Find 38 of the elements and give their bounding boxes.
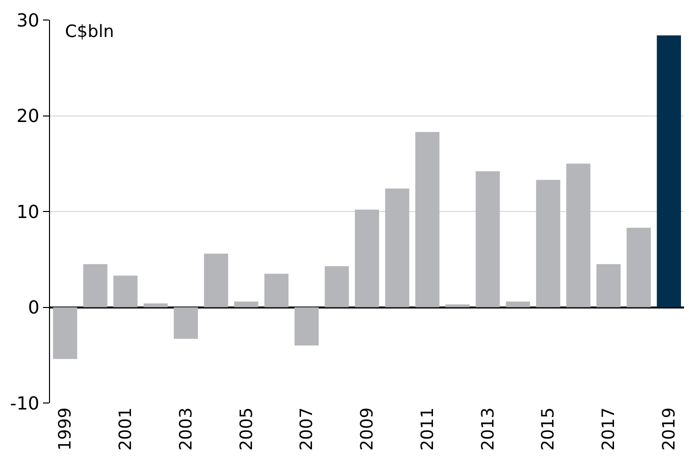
x-tick-label: 2019 [659,407,680,451]
bar [113,276,138,308]
bar [144,303,168,308]
bar [626,228,651,308]
annotation: C$bln [65,22,114,42]
bar [506,302,530,308]
x-tick-label: 2011 [418,407,438,451]
bar [566,164,590,308]
bar [596,264,621,308]
bar [204,254,228,308]
x-tick-label: 1999 [56,407,76,451]
y-tick-label: 20 [16,106,40,128]
bar [174,307,198,339]
bar [294,307,319,346]
bar [234,302,258,308]
bar [385,188,410,308]
x-tick-label: 2007 [297,407,318,451]
bar [446,304,470,308]
x-tick-label: 2017 [599,407,620,451]
x-tick-label: 2015 [538,407,559,451]
y-tick-label: 10 [16,202,40,223]
bar [83,264,108,308]
bar [53,307,78,359]
bar [656,35,681,308]
y-tick-label: 0 [28,298,40,319]
x-tick-label: 2001 [116,407,136,451]
x-tick-label: 2013 [478,407,498,451]
bar [415,132,440,308]
y-tick-label: -10 [10,393,40,414]
x-tick-label: 2005 [236,407,257,451]
bar [324,266,349,308]
bar [476,171,500,308]
bar [264,274,288,308]
x-tick-label: 2009 [358,407,378,451]
x-tick-label: 2003 [176,407,196,451]
bar [354,210,380,308]
bar [536,180,560,308]
y-tick-label: 30 [16,10,40,32]
